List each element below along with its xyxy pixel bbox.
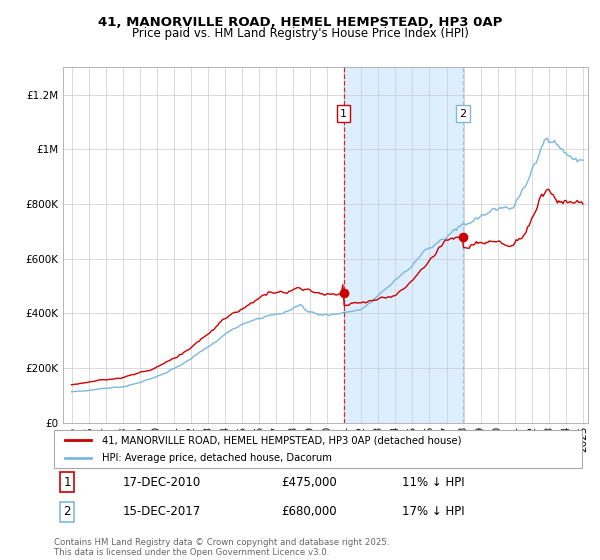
Text: Price paid vs. HM Land Registry's House Price Index (HPI): Price paid vs. HM Land Registry's House … — [131, 27, 469, 40]
Text: 2: 2 — [460, 109, 466, 119]
Text: 1: 1 — [64, 475, 71, 489]
Text: 17% ↓ HPI: 17% ↓ HPI — [403, 505, 465, 519]
Text: 15-DEC-2017: 15-DEC-2017 — [122, 505, 201, 519]
Text: 41, MANORVILLE ROAD, HEMEL HEMPSTEAD, HP3 0AP: 41, MANORVILLE ROAD, HEMEL HEMPSTEAD, HP… — [98, 16, 502, 29]
Text: £475,000: £475,000 — [281, 475, 337, 489]
FancyBboxPatch shape — [54, 430, 582, 468]
Text: 17-DEC-2010: 17-DEC-2010 — [122, 475, 201, 489]
Text: 11% ↓ HPI: 11% ↓ HPI — [403, 475, 465, 489]
Text: £680,000: £680,000 — [281, 505, 337, 519]
Text: HPI: Average price, detached house, Dacorum: HPI: Average price, detached house, Daco… — [101, 453, 331, 463]
Text: Contains HM Land Registry data © Crown copyright and database right 2025.
This d: Contains HM Land Registry data © Crown c… — [54, 538, 389, 557]
Text: 1: 1 — [340, 109, 347, 119]
Text: 2: 2 — [64, 505, 71, 519]
Bar — [344, 67, 463, 423]
Text: 41, MANORVILLE ROAD, HEMEL HEMPSTEAD, HP3 0AP (detached house): 41, MANORVILLE ROAD, HEMEL HEMPSTEAD, HP… — [101, 435, 461, 445]
